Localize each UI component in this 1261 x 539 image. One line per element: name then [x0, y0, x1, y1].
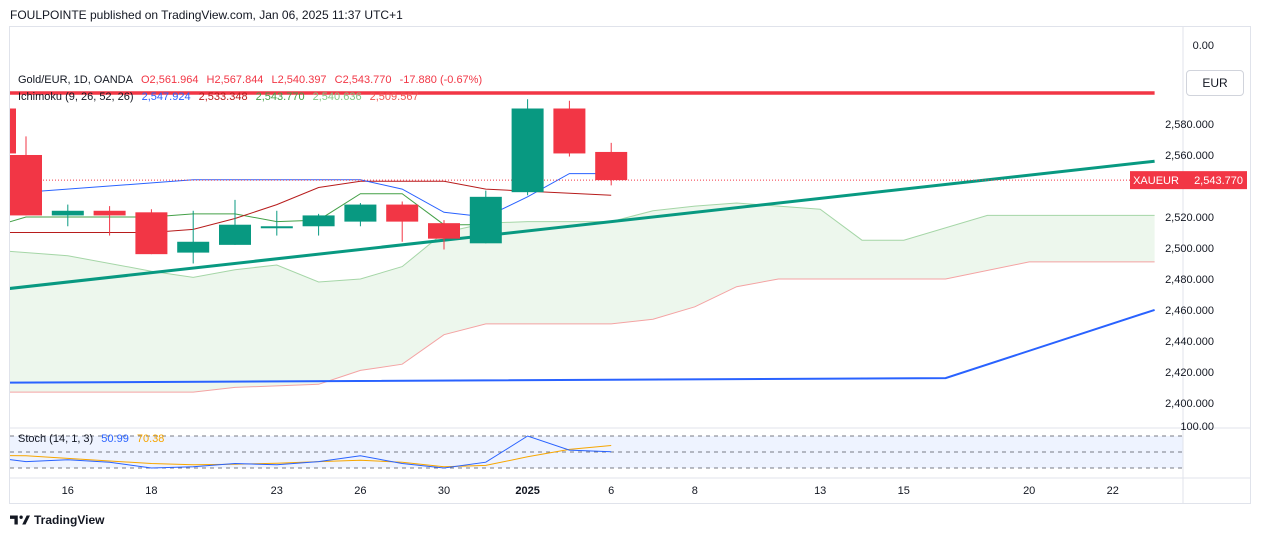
candle-down — [135, 212, 168, 255]
price-tag-symbol-box — [1130, 171, 1183, 190]
tradingview-logo-icon — [10, 515, 30, 525]
time-axis-label: 2025 — [515, 485, 539, 497]
stoch-k-line — [10, 435, 612, 469]
candle-down — [93, 210, 126, 216]
ichimoku-tenkan-value: 2,547.924 — [141, 91, 191, 103]
low-value: L2,540.397 — [271, 74, 327, 86]
stoch-d-value: 70.38 — [136, 433, 165, 445]
chart-frame — [9, 26, 1251, 504]
price-axis-label: 2,400.000 — [1165, 398, 1214, 410]
candle-down — [595, 151, 628, 181]
time-axis-label: 30 — [438, 485, 450, 497]
candle-up — [260, 226, 293, 229]
stoch-d-line — [10, 445, 612, 468]
price-axis-label: 0.00 — [1193, 40, 1214, 52]
ichimoku-span-a-line — [10, 202, 1155, 283]
time-axis-label: 23 — [271, 485, 283, 497]
time-axis-label: 15 — [898, 485, 910, 497]
time-axis-label: 13 — [814, 485, 826, 497]
stoch-k-value: 50.99 — [101, 433, 129, 445]
candle-down — [386, 204, 419, 222]
price-axis-label: 2,520.000 — [1165, 212, 1214, 224]
price-axis-label: 2,460.000 — [1165, 305, 1214, 317]
time-axis-label: 16 — [62, 485, 74, 497]
price-axis-label: 2,500.000 — [1165, 243, 1214, 255]
time-axis-label: 8 — [692, 485, 698, 497]
price-axis-label: 2,440.000 — [1165, 336, 1214, 348]
trendline-lower — [10, 308, 1155, 384]
time-axis-label: 6 — [608, 485, 614, 497]
symbol-legend: Gold/EUR, 1D, OANDA O2,561.964 H2,567.84… — [18, 74, 487, 86]
footer-brand-label: TradingView — [34, 513, 105, 527]
price-axis-label: 2,480.000 — [1165, 274, 1214, 286]
time-axis-label: 26 — [354, 485, 366, 497]
ichimoku-chikou-value: 2,543.770 — [255, 91, 305, 103]
plot-area — [10, 91, 1183, 469]
ichimoku-cloud — [10, 203, 1155, 393]
candle-down — [10, 154, 42, 216]
publish-header: FOULPOINTE published on TradingView.com,… — [10, 8, 403, 22]
change-value: -17.880 (-0.67%) — [399, 74, 483, 86]
high-value: H2,567.844 — [206, 74, 264, 86]
ichimoku-span-b-line — [10, 261, 1155, 393]
price-axis-label: 100.00 — [1180, 421, 1214, 433]
stoch-label: Stoch (14, 1, 3) — [18, 433, 94, 445]
price-tag-value: 2,543.770 — [1194, 175, 1243, 187]
price-axis-label: 2,580.000 — [1165, 119, 1214, 131]
close-value: C2,543.770 — [334, 74, 392, 86]
time-axis-label: 18 — [145, 485, 157, 497]
candle-down — [428, 223, 460, 239]
candle-partial — [10, 108, 16, 154]
price-axis-label: 2,420.000 — [1165, 367, 1214, 379]
trendline-support — [10, 159, 1155, 290]
candle-up — [511, 108, 544, 193]
ichimoku-kijun-value: 2,533.348 — [198, 91, 248, 103]
ichimoku-label: Ichimoku (9, 26, 52, 26) — [18, 91, 134, 103]
time-axis-label: 20 — [1023, 485, 1035, 497]
ichimoku-span-a-value: 2,540.636 — [312, 91, 362, 103]
price-tag-symbol: XAUEUR — [1133, 175, 1179, 187]
price-tag-value-box — [1183, 171, 1247, 190]
symbol-name: Gold/EUR, 1D, OANDA — [18, 74, 133, 86]
time-axis-label: 22 — [1107, 485, 1119, 497]
ichimoku-kijun-line — [10, 180, 612, 233]
ichimoku-span-b-value: 2,509.567 — [369, 91, 419, 103]
candle-up — [51, 210, 84, 216]
candle-up — [177, 241, 210, 253]
price-axis-label: 2,560.000 — [1165, 150, 1214, 162]
candle-up — [469, 196, 502, 244]
candle-up — [344, 204, 377, 222]
stoch-legend: Stoch (14, 1, 3) 50.99 70.38 — [18, 433, 169, 445]
ichimoku-legend: Ichimoku (9, 26, 52, 26) 2,547.924 2,533… — [18, 91, 424, 103]
candle-up — [302, 215, 335, 227]
candle-down — [553, 108, 586, 154]
ichimoku-tenkan-line — [10, 173, 612, 218]
footer-brand[interactable]: TradingView — [10, 513, 104, 527]
open-value: O2,561.964 — [140, 74, 199, 86]
currency-button[interactable]: EUR — [1186, 70, 1244, 96]
candle-up — [219, 224, 251, 245]
